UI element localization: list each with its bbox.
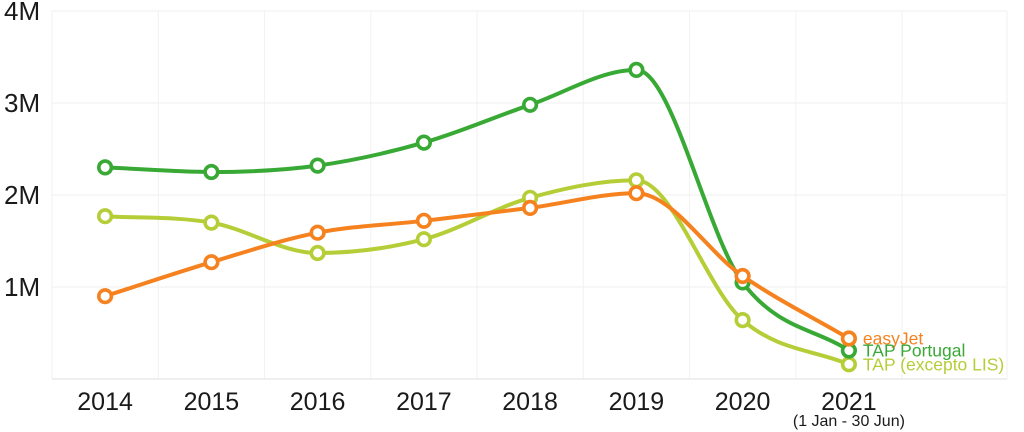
data-point-easyjet (203, 254, 220, 271)
data-point-easyjet (415, 212, 433, 229)
data-point-tap-excepto-lis (96, 208, 114, 225)
series-group (96, 61, 858, 373)
x-tick-label: 2014 (77, 388, 133, 416)
data-point-easyjet (521, 199, 539, 216)
data-point-easyjet (840, 330, 858, 347)
legend-label-tap-excepto-lis: TAP (excepto LIS) (863, 354, 1004, 374)
x-axis-note: (1 Jan - 30 Jun) (793, 413, 905, 430)
data-point-easyjet (628, 185, 645, 202)
x-tick-label: 2017 (396, 388, 452, 416)
data-point-tap-excepto-lis (628, 172, 645, 189)
data-point-easyjet (309, 224, 326, 241)
x-tick-label: 2021 (821, 388, 877, 416)
y-tick-label: 4M (4, 0, 40, 26)
data-point-tap-portugal (309, 157, 326, 174)
data-point-easyjet (734, 267, 751, 285)
x-tick-label: 2016 (290, 388, 346, 416)
x-tick-label: 2018 (502, 388, 558, 416)
legend-label-tap-portugal: TAP Portugal (863, 341, 965, 361)
data-point-tap-portugal (628, 61, 645, 79)
x-tick-label: 2020 (715, 388, 771, 416)
y-tick-label: 2M (4, 180, 40, 210)
data-point-tap-portugal (415, 134, 433, 151)
data-point-tap-portugal (203, 163, 220, 181)
data-point-easyjet (96, 288, 114, 305)
data-point-tap-excepto-lis (734, 312, 751, 329)
y-tick-label: 1M (4, 272, 40, 302)
data-point-tap-portugal (96, 159, 114, 176)
data-point-tap-portugal (521, 96, 539, 113)
data-point-tap-excepto-lis (309, 244, 326, 262)
y-tick-label: 3M (4, 88, 40, 118)
x-axis-labels: 2014 2015 2016 2017 2018 2019 2020 2021(1 Jan -… (77, 388, 905, 430)
x-tick-label: 2015 (184, 388, 240, 416)
data-point-tap-excepto-lis (840, 356, 858, 373)
x-tick-label: 2019 (609, 388, 665, 416)
y-axis-labels: 1M 2M 3M 4M (4, 0, 40, 302)
data-point-tap-excepto-lis (203, 214, 220, 231)
data-point-tap-excepto-lis (415, 231, 433, 248)
legend-label-easyjet: easyJet (863, 329, 923, 349)
